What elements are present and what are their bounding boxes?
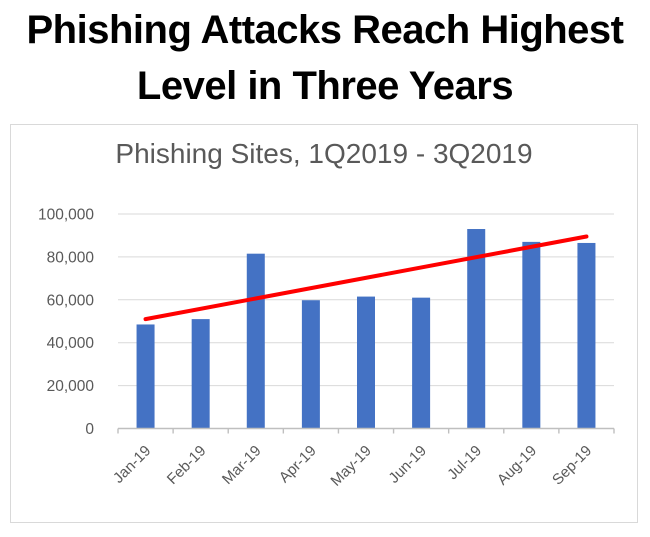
bar-mar-19	[246, 253, 265, 429]
bar-may-19	[357, 296, 375, 429]
main-title-line1: Phishing Attacks Reach Highest	[26, 8, 625, 52]
x-tick-label-aug-19: Aug-19	[494, 442, 540, 488]
y-tick-label-60000: 60,000	[47, 292, 95, 309]
bar-jul-19	[467, 229, 486, 429]
x-tick-label-feb-19: Feb-19	[164, 442, 210, 488]
main-title: Phishing Attacks Reach Highest Level in …	[0, 2, 650, 114]
y-tick-label-20000: 20,000	[47, 378, 95, 395]
y-tick-label-80000: 80,000	[47, 249, 95, 266]
bar-sep-19	[577, 242, 596, 429]
y-tick-label-100000: 100,000	[38, 207, 94, 224]
x-tick-label-may-19: May-19	[327, 442, 374, 489]
x-tick-label-mar-19: Mar-19	[219, 442, 265, 488]
plot-svg: 0 20,000 40,000 60,000 80,000 100,000 Jan-19 Fe…	[38, 207, 615, 490]
trendline	[143, 234, 589, 322]
x-tick-label-sep-19: Sep-19	[549, 442, 595, 488]
x-tick-label-jul-19: Jul-19	[444, 442, 485, 483]
chart-title: Phishing Sites, 1Q2019 - 3Q2019	[115, 138, 533, 169]
bar-apr-19	[301, 300, 320, 429]
bar-aug-19	[522, 241, 541, 429]
bar-jun-19	[412, 297, 431, 429]
bar-feb-19	[191, 319, 210, 429]
x-tick-label-apr-19: Apr-19	[276, 442, 320, 486]
bar-jan-19	[136, 324, 155, 429]
y-tick-label-0: 0	[85, 421, 94, 438]
main-title-line2: Level in Three Years	[136, 64, 514, 108]
chart-panel: Phishing Sites, 1Q2019 - 3Q2019 0 20,000 4…	[10, 124, 638, 523]
y-tick-label-40000: 40,000	[47, 335, 95, 352]
x-tick-label-jan-19: Jan-19	[110, 442, 154, 486]
x-tick-label-jun-19: Jun-19	[385, 442, 429, 486]
